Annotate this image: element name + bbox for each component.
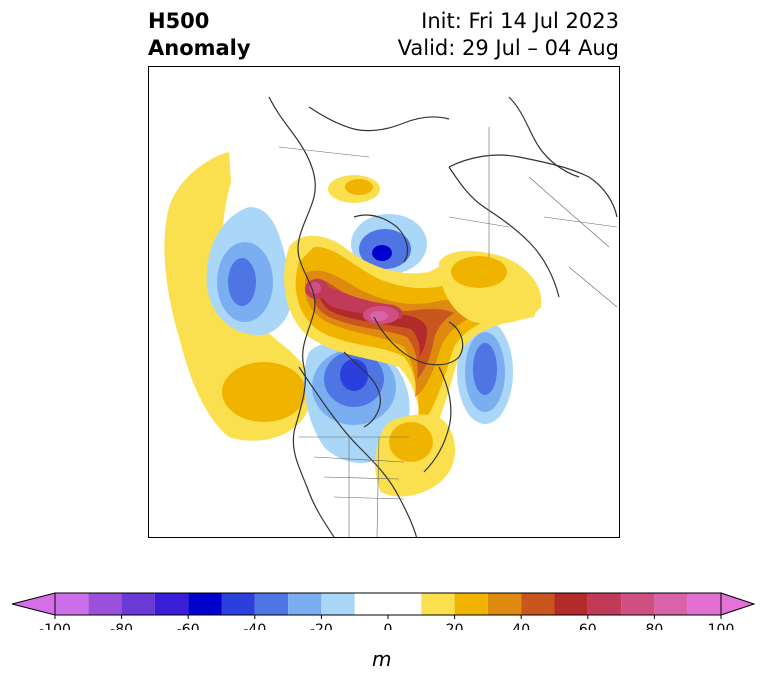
colorbar-tick-label: -100 — [39, 622, 71, 630]
positive-anomaly-eastern-us — [375, 414, 456, 497]
colorbar-tick-label: 60 — [579, 622, 597, 630]
colorbar-segment — [554, 593, 588, 615]
colorbar-segment — [521, 593, 555, 615]
map-panel — [148, 66, 620, 538]
colorbar-tick-label: 0 — [384, 622, 393, 630]
colorbar-segment — [188, 593, 222, 615]
colorbar-tick-label: -80 — [110, 622, 133, 630]
anomaly-map — [164, 96, 618, 537]
init-date: Init: Fri 14 Jul 2023 — [421, 9, 619, 33]
negative-anomaly-kara-sea — [351, 214, 427, 274]
colorbar-segment — [421, 593, 455, 615]
colorbar-segment — [654, 593, 688, 615]
colorbar-unit-label: m — [372, 647, 392, 671]
colorbar: -100 -80 -60 -40 -20 0 20 40 60 80 100 — [11, 592, 756, 630]
title-variable: H500 — [148, 9, 210, 33]
colorbar-segment — [88, 593, 122, 615]
colorbar-tick-label: -60 — [177, 622, 200, 630]
colorbar-segment — [587, 593, 622, 615]
colorbar-tick-label: 40 — [512, 622, 530, 630]
colorbar-segment — [354, 593, 422, 615]
colorbar-segment — [454, 593, 488, 615]
colorbar-segment — [321, 593, 355, 615]
colorbar-tick-label: 80 — [645, 622, 663, 630]
negative-anomaly-hudson-bay — [304, 341, 410, 464]
colorbar-tick-label: 100 — [708, 622, 735, 630]
borders — [278, 127, 618, 537]
colorbar-segment — [687, 593, 721, 615]
date-block: Init: Fri 14 Jul 2023 Valid: 29 Jul – 04… — [398, 8, 619, 62]
colorbar-segment — [55, 593, 89, 615]
colorbar-tick-label: -40 — [243, 622, 266, 630]
positive-anomaly-siberia — [439, 250, 542, 324]
title-block: H500 Anomaly — [148, 8, 251, 62]
title-subtitle: Anomaly — [148, 36, 251, 60]
colorbar-segment — [154, 593, 189, 615]
colorbar-extend-high — [720, 592, 756, 616]
colorbar-segment — [487, 593, 522, 615]
coastlines — [268, 96, 618, 537]
colorbar-segments — [11, 592, 756, 616]
colorbar-segment — [221, 593, 255, 615]
colorbar-segment — [621, 593, 655, 615]
negative-anomaly-gulf-of-alaska — [206, 207, 292, 336]
colorbar-segment — [288, 593, 322, 615]
valid-date: Valid: 29 Jul – 04 Aug — [397, 36, 619, 60]
negative-anomaly-north-atlantic — [457, 320, 513, 424]
colorbar-extend-low — [11, 592, 56, 616]
colorbar-tick-label: -20 — [310, 622, 333, 630]
colorbar-tick-label: 20 — [446, 622, 464, 630]
colorbar-ticks: -100 -80 -60 -40 -20 0 20 40 60 80 100 — [39, 615, 734, 630]
colorbar-segment — [121, 593, 155, 615]
colorbar-segment — [254, 593, 289, 615]
positive-anomaly-northern-russia — [328, 175, 380, 203]
